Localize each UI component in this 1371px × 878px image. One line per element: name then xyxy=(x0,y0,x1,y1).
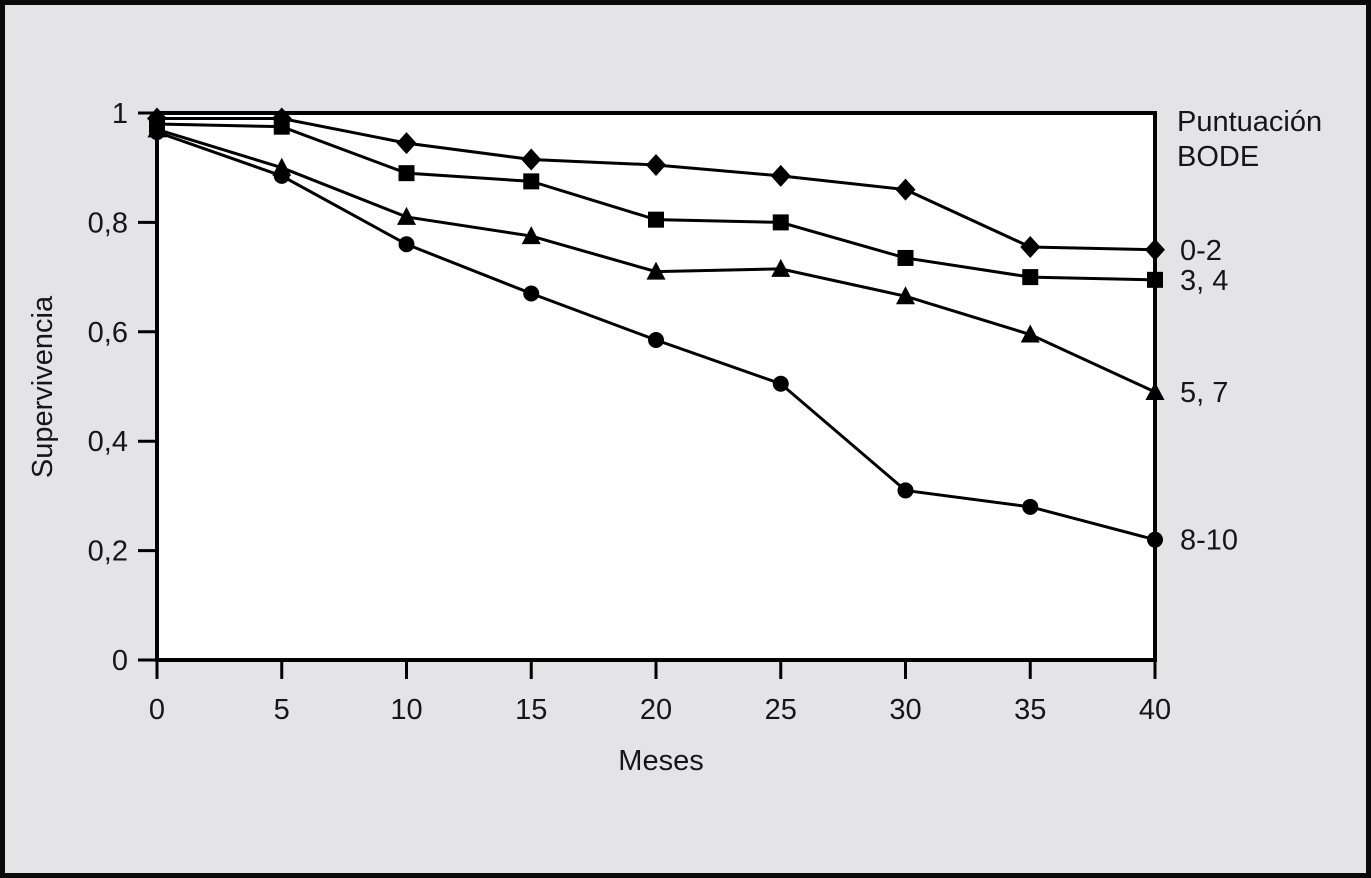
y-axis-title: Supervivencia xyxy=(27,295,59,478)
triangle-marker xyxy=(896,286,915,305)
y-tick-label: 1 xyxy=(112,98,128,130)
y-tick-label: 0,6 xyxy=(88,317,128,349)
x-tick-label: 35 xyxy=(1014,694,1046,726)
series-label: 0-2 xyxy=(1180,235,1222,267)
diamond-marker xyxy=(1020,236,1041,259)
square-marker xyxy=(1022,269,1039,286)
x-tick-label: 25 xyxy=(765,694,797,726)
series-label: 3, 4 xyxy=(1180,265,1228,297)
y-tick-label: 0,2 xyxy=(88,536,128,568)
series-label: 5, 7 xyxy=(1180,377,1228,409)
legend-title: BODE xyxy=(1177,141,1259,173)
square-marker xyxy=(273,118,290,135)
x-tick-label: 15 xyxy=(515,694,547,726)
square-marker xyxy=(523,173,540,190)
diamond-marker xyxy=(646,153,666,176)
square-marker xyxy=(398,165,415,182)
x-axis-title: Meses xyxy=(618,745,703,777)
triangle-marker xyxy=(397,206,416,225)
triangle-marker xyxy=(1020,324,1040,343)
triangle-marker xyxy=(1145,381,1165,400)
x-tick-label: 10 xyxy=(390,694,422,726)
circle-marker xyxy=(648,332,664,349)
y-tick-label: 0,8 xyxy=(88,207,128,239)
circle-marker xyxy=(149,124,165,141)
legend-title: Puntuación xyxy=(1177,106,1322,138)
circle-marker xyxy=(1022,498,1039,515)
square-marker xyxy=(772,214,789,231)
series-label: 8-10 xyxy=(1180,525,1238,557)
circle-marker xyxy=(398,236,415,253)
circle-marker xyxy=(523,285,540,302)
diamond-marker xyxy=(770,164,791,187)
diamond-marker xyxy=(521,148,542,171)
circle-marker xyxy=(1147,531,1163,548)
square-marker xyxy=(648,211,664,228)
x-tick-label: 30 xyxy=(889,694,921,726)
plot-area xyxy=(155,111,1157,662)
square-marker xyxy=(897,249,914,266)
diamond-marker xyxy=(1145,238,1165,261)
x-tick-label: 40 xyxy=(1139,694,1171,726)
x-tick-label: 20 xyxy=(640,694,672,726)
circle-marker xyxy=(273,167,290,184)
triangle-marker xyxy=(771,258,791,277)
x-tick-label: 0 xyxy=(149,694,165,726)
y-tick-label: 0,4 xyxy=(88,426,128,458)
diamond-marker xyxy=(396,132,417,155)
x-tick-label: 5 xyxy=(274,694,290,726)
circle-marker xyxy=(897,482,914,499)
triangle-marker xyxy=(521,226,541,245)
square-marker xyxy=(1147,271,1163,288)
triangle-marker xyxy=(646,261,666,280)
y-tick-label: 0 xyxy=(112,645,128,677)
diamond-marker xyxy=(895,178,916,201)
circle-marker xyxy=(772,375,789,392)
